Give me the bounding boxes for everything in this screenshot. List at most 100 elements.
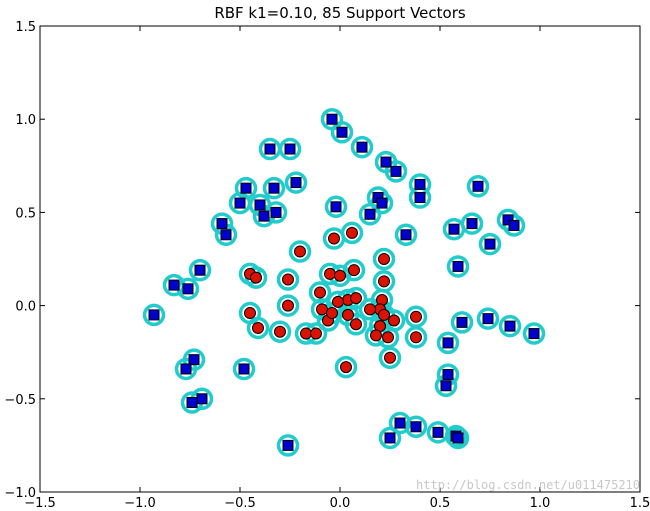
point-square-marker: [254, 199, 266, 211]
support-vector-ring: [446, 426, 470, 450]
point-square-marker: [282, 439, 294, 451]
support-vector-ring: [498, 314, 522, 338]
point-circle-marker: [350, 292, 362, 305]
point-square-marker: [196, 393, 208, 405]
data-marks: [142, 107, 546, 457]
support-vector-ring: [188, 258, 212, 282]
x-tick-label: 0.5: [430, 496, 451, 511]
point-square-marker: [284, 143, 296, 155]
point-circle-marker: [378, 308, 390, 321]
support-vector-ring: [246, 316, 270, 340]
point-circle-marker: [378, 253, 390, 265]
point-square-marker: [400, 229, 412, 241]
y-tick-label: 0.5: [15, 206, 36, 221]
x-tick-label: −1.0: [124, 496, 156, 511]
point-circle-marker: [300, 327, 312, 340]
point-circle-marker: [370, 329, 382, 342]
point-circle-marker: [274, 325, 286, 338]
point-circle-marker: [384, 351, 396, 364]
point-circle-marker: [364, 303, 376, 316]
support-vector-ring: [276, 294, 300, 317]
y-tick-label: 1.0: [15, 113, 36, 128]
support-vector-ring: [450, 311, 474, 334]
point-square-marker: [448, 223, 460, 235]
support-vector-ring: [330, 120, 354, 144]
point-square-marker: [504, 320, 516, 332]
point-square-marker: [384, 432, 396, 444]
y-tick-label: 0.0: [15, 300, 36, 315]
point-square-marker: [452, 432, 464, 444]
point-square-marker: [484, 238, 496, 250]
plot-area-frame: [39, 25, 641, 493]
support-vector-ring: [340, 221, 364, 245]
support-vector-ring: [276, 268, 300, 291]
point-circle-marker: [332, 295, 344, 308]
support-vector-ring: [350, 135, 374, 159]
point-square-marker: [264, 143, 276, 155]
support-vector-ring: [478, 232, 502, 256]
point-square-marker: [442, 337, 454, 349]
point-square-marker: [410, 421, 422, 433]
support-vector-ring: [276, 434, 300, 457]
point-square-marker: [364, 208, 376, 220]
support-vector-ring: [372, 247, 396, 271]
point-square-marker: [234, 197, 246, 209]
point-square-marker: [330, 201, 342, 213]
point-square-marker: [240, 182, 252, 194]
point-circle-marker: [334, 269, 346, 282]
support-vector-ring: [378, 346, 402, 370]
support-vector-ring: [502, 214, 526, 237]
support-vector-ring: [460, 212, 484, 235]
point-square-marker: [194, 264, 206, 276]
point-circle-marker: [282, 299, 294, 312]
y-tick-label: −1.0: [4, 486, 36, 501]
point-circle-marker: [346, 226, 358, 239]
watermark-text: http://blog.csdn.net/u011475210: [416, 478, 640, 492]
point-square-marker: [238, 363, 250, 375]
support-vector-ring: [404, 415, 428, 439]
support-vector-ring: [404, 326, 428, 349]
point-square-marker: [452, 260, 464, 272]
point-circle-marker: [282, 273, 294, 286]
support-vector-ring: [268, 320, 292, 343]
point-square-marker: [216, 218, 228, 230]
y-tick-label: −0.5: [4, 393, 36, 408]
support-vector-ring: [142, 303, 166, 327]
chart-title: RBF k1=0.10, 85 Support Vectors: [214, 4, 466, 22]
point-circle-marker: [382, 331, 394, 344]
point-square-marker: [290, 177, 302, 189]
y-tick-label: 1.5: [15, 20, 36, 35]
point-square-marker: [326, 113, 338, 125]
x-tick-label: 1.0: [530, 496, 551, 511]
support-vector-ring: [174, 357, 198, 381]
point-circle-marker: [326, 307, 338, 320]
point-square-marker: [440, 380, 452, 392]
point-square-marker: [390, 165, 402, 177]
point-circle-marker: [252, 321, 264, 334]
x-tick-label: −0.5: [224, 496, 256, 511]
point-circle-marker: [314, 286, 326, 299]
point-square-marker: [258, 210, 270, 222]
support-vector-ring: [308, 281, 332, 304]
point-circle-marker: [348, 264, 360, 277]
point-square-marker: [466, 218, 478, 230]
point-square-marker: [456, 316, 468, 328]
point-square-marker: [482, 313, 494, 325]
support-vector-ring: [232, 357, 256, 381]
point-circle-marker: [324, 267, 336, 280]
x-axis: −1.5 −1.0 −0.5 0.0 0.5 1.0 1.5: [24, 26, 650, 511]
point-circle-marker: [310, 327, 322, 340]
point-square-marker: [432, 426, 444, 438]
support-vector-ring: [324, 195, 348, 219]
support-vector-ring: [394, 223, 418, 247]
support-vector-ring: [446, 255, 470, 278]
support-vector-ring: [466, 175, 490, 198]
point-square-marker: [528, 328, 540, 340]
support-vector-ring: [522, 322, 546, 345]
point-square-marker: [182, 283, 194, 295]
point-square-marker: [394, 417, 406, 429]
point-square-marker: [508, 219, 520, 231]
x-tick-label: 1.5: [630, 496, 650, 511]
point-circle-marker: [328, 232, 340, 245]
